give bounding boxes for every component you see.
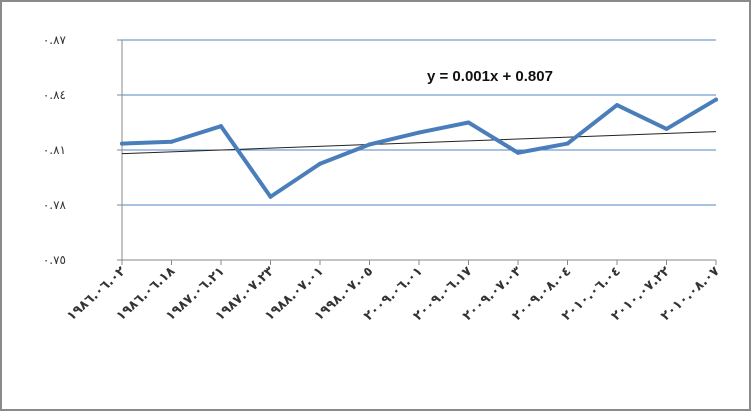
- y-tick-label: ٠.٨١: [43, 143, 66, 157]
- data-point: [120, 141, 124, 146]
- y-tick-labels: ٠.٧٥ ٠.٧٨ ٠.٨١ ٠.٨٤ ٠.٨٧: [43, 33, 67, 267]
- data-point: [714, 97, 718, 102]
- x-tick-labels: ١٩٨٦.٠٦.٠٢١٩٨٦.٠٦.١٨١٩٨٧.٠٦.٢١١٩٨٧.٠٧.٢٣…: [64, 264, 723, 324]
- data-point: [516, 150, 520, 155]
- data-point: [615, 103, 619, 108]
- data-point: [565, 141, 570, 146]
- data-point: [318, 161, 322, 166]
- data-point: [219, 124, 223, 129]
- y-tick-label: ٠.٨٤: [43, 88, 66, 102]
- axes: [117, 39, 717, 265]
- data-point: [417, 130, 421, 135]
- y-tick-label: ٠.٧٨: [43, 198, 67, 212]
- data-point: [664, 126, 669, 131]
- data-point: [367, 142, 372, 147]
- series-line: [120, 97, 718, 199]
- gridlines: [122, 39, 716, 206]
- trendline: [121, 131, 717, 155]
- data-point: [268, 194, 273, 199]
- data-point: [466, 120, 471, 125]
- data-point: [169, 139, 174, 144]
- trendline-equation: y = 0.001x + 0.807: [427, 68, 553, 85]
- series-layer: [120, 97, 718, 199]
- y-tick-label: ٠.٧٥: [43, 253, 66, 267]
- trendline-layer: [121, 131, 717, 155]
- y-tick-label: ٠.٨٧: [43, 33, 67, 47]
